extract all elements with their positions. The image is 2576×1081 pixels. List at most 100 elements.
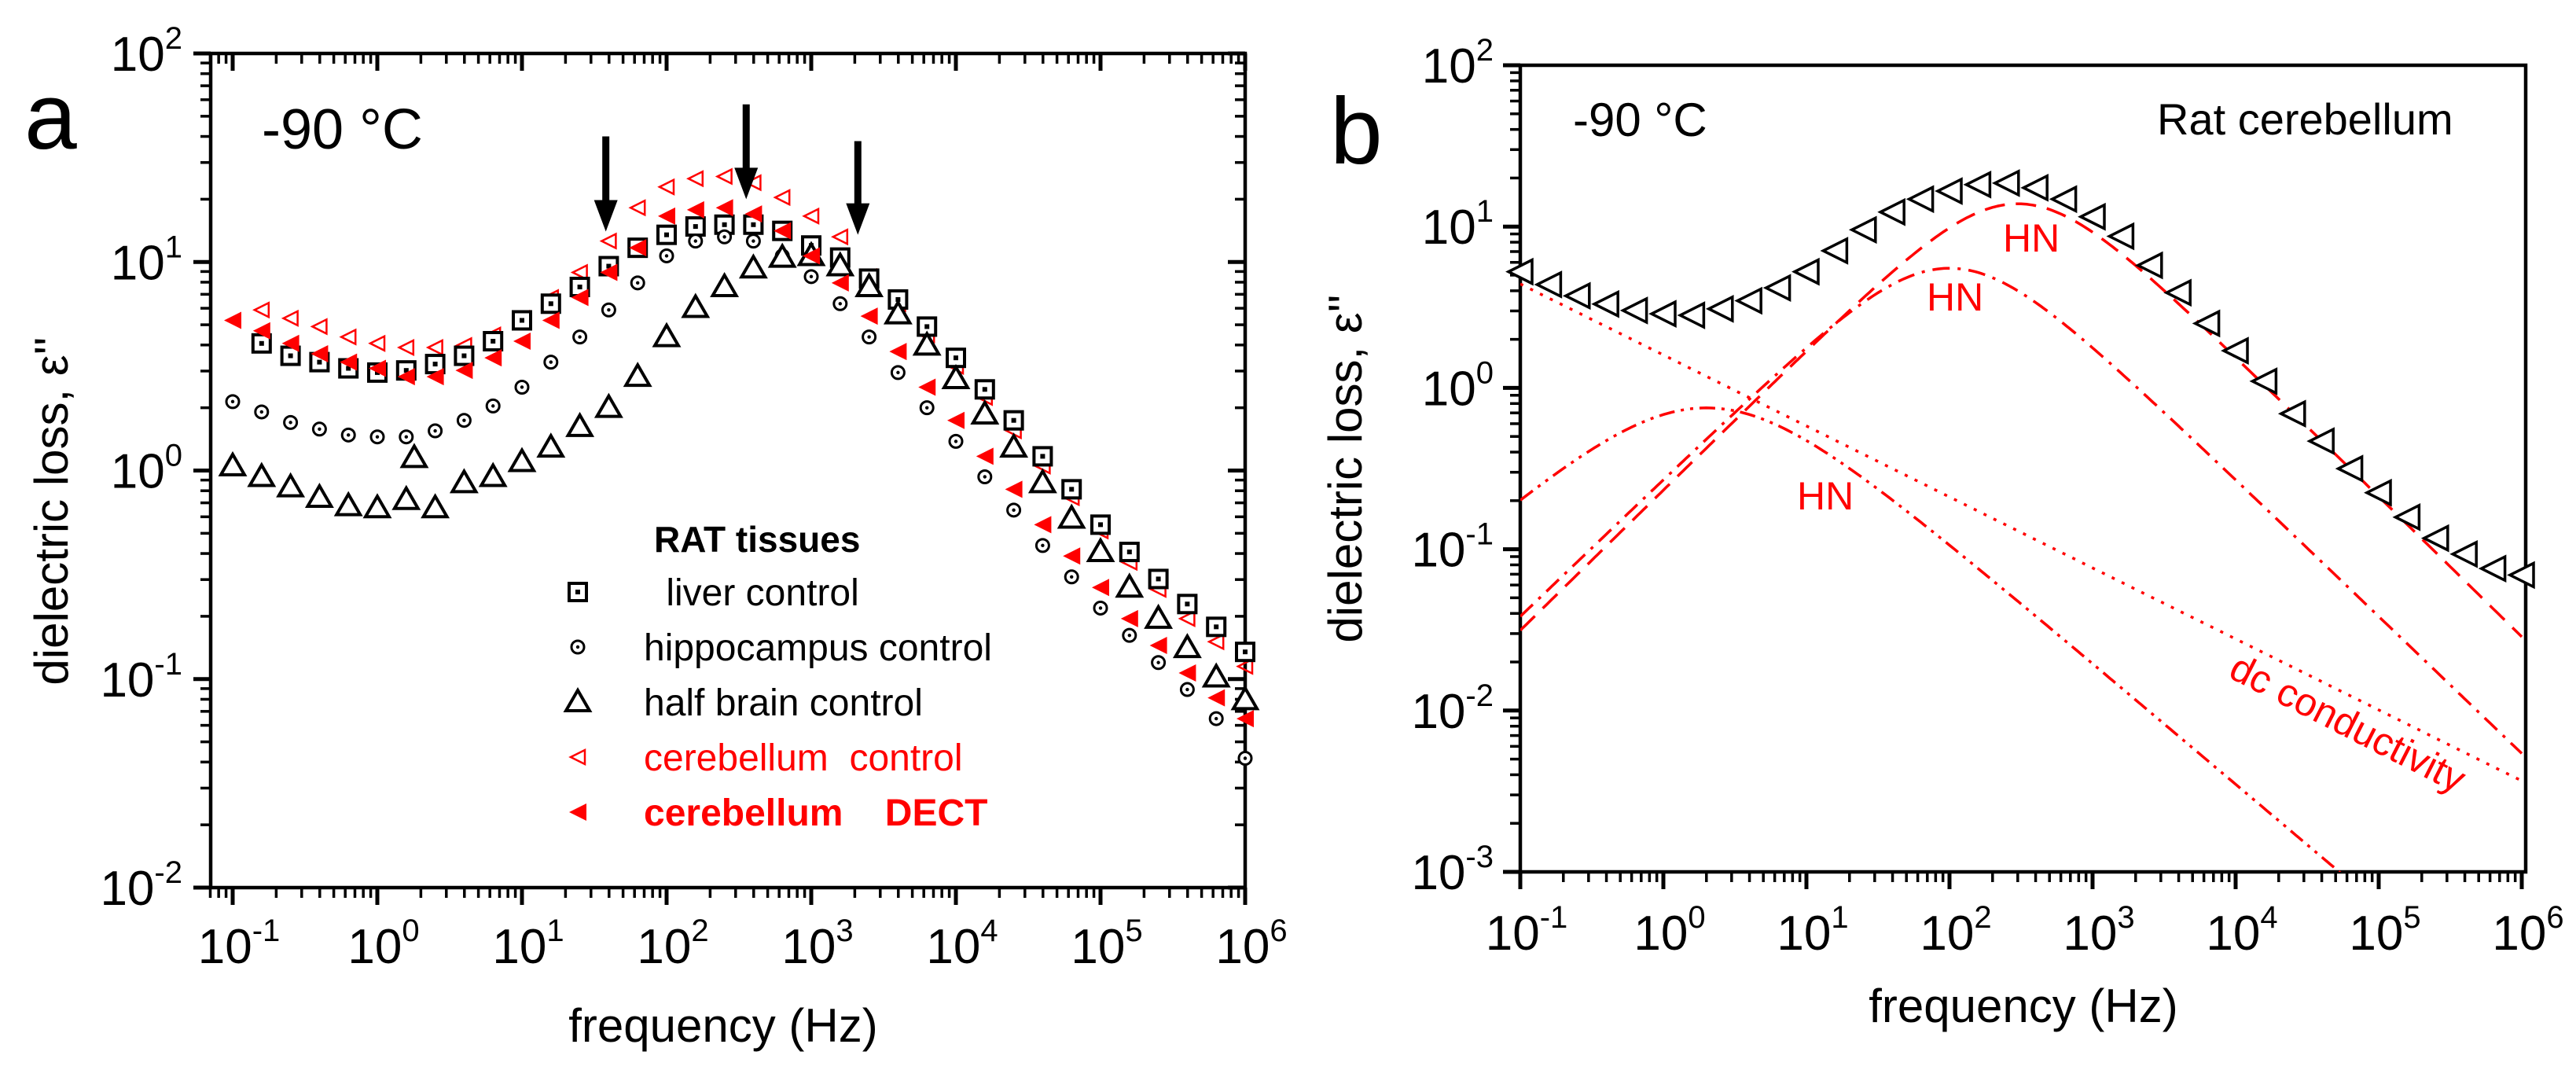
data-point <box>1034 516 1052 534</box>
marker-dot <box>318 427 322 432</box>
data-point <box>717 229 733 245</box>
data-point <box>941 363 971 389</box>
x-tick-label: 100 <box>347 914 419 974</box>
panel-a-x-axis-title: frequency (Hz) <box>568 999 877 1052</box>
data-point <box>247 461 277 487</box>
data-point <box>854 272 884 298</box>
data-point <box>536 432 566 458</box>
data-point <box>1092 579 1109 597</box>
tick-label-exponent: 3 <box>836 914 853 948</box>
y-tick-label: 102 <box>111 21 182 82</box>
y-tick-label: 101 <box>111 230 182 290</box>
data-point <box>218 450 248 476</box>
data-point <box>428 423 443 439</box>
tick-label-exponent: 2 <box>1974 900 1991 935</box>
arrow-head <box>593 200 618 232</box>
tick-label-base: 10 <box>2206 906 2260 961</box>
data-point <box>652 322 682 347</box>
x-tick-label: 100 <box>1633 900 1705 961</box>
data-point <box>1206 616 1227 638</box>
data-point <box>543 355 559 370</box>
data-point <box>1005 480 1023 498</box>
y-tick-label: 100 <box>111 439 182 499</box>
tick-label-base: 10 <box>1486 906 1540 961</box>
tick-label-base: 10 <box>926 920 980 974</box>
marker-dot <box>575 590 580 594</box>
tick-label-exponent: 1 <box>546 914 564 948</box>
tick-label-exponent: 6 <box>1270 914 1287 948</box>
x-tick-label: 102 <box>637 914 708 974</box>
data-point <box>570 263 588 281</box>
x-tick-label: 105 <box>2349 900 2420 961</box>
marker-dot <box>664 254 669 258</box>
legend-entry-label: cerebellum control <box>644 737 963 779</box>
data-point <box>2078 202 2106 231</box>
data-point <box>1149 636 1167 654</box>
data-point <box>970 399 1000 425</box>
data-point <box>572 329 588 345</box>
marker-dot <box>578 335 582 339</box>
tick-label-exponent: -2 <box>154 855 182 890</box>
data-point <box>715 199 733 217</box>
tick-label-exponent: 0 <box>402 914 419 948</box>
panel-a-y-axis-title: dielectric loss, ε'' <box>25 336 78 685</box>
data-point <box>513 333 531 351</box>
tick-label-base: 10 <box>347 920 402 974</box>
marker-dot <box>1127 633 1132 638</box>
panel-b-y-axis-title: dielectric loss, ε'' <box>1319 294 1372 642</box>
y-tick-label: 100 <box>1422 355 1494 416</box>
data-point <box>2364 478 2392 507</box>
data-point <box>1003 410 1024 431</box>
data-point <box>912 330 942 356</box>
data-point <box>1115 572 1145 598</box>
marker-dot <box>982 387 987 392</box>
data-point <box>2106 222 2135 251</box>
panel-a: a -90 °C frequency (Hz) dielectric loss,… <box>24 21 1288 1052</box>
data-point <box>283 414 299 430</box>
marker-dot <box>548 301 553 307</box>
tick-label-exponent: 6 <box>2546 900 2563 935</box>
data-point <box>252 322 270 340</box>
data-point <box>1820 237 1849 265</box>
data-point <box>628 199 646 217</box>
marker-dot <box>1156 576 1161 582</box>
tick-label-base: 10 <box>111 445 165 499</box>
fit-curves <box>1520 202 2523 872</box>
series-cerebellum-DECT <box>224 199 1254 728</box>
marker-dot <box>1126 550 1132 555</box>
data-point <box>369 359 386 377</box>
marker-dot <box>288 421 292 425</box>
data-point <box>311 421 327 437</box>
fit-curve-hn <box>1520 406 2342 872</box>
data-point <box>340 427 356 443</box>
marker-dot <box>1012 508 1016 513</box>
outlier-point <box>399 443 429 469</box>
y-tick-label: 10-2 <box>100 855 182 916</box>
data-point <box>1534 270 1563 299</box>
data-point <box>456 413 472 428</box>
data-point <box>1032 446 1053 467</box>
tick-label-base: 10 <box>1215 920 1270 974</box>
data-point <box>1905 185 1935 214</box>
panel-b-temperature: -90 °C <box>1573 94 1707 146</box>
data-point <box>832 296 848 311</box>
data-point <box>744 205 763 223</box>
tick-label-exponent: -1 <box>1540 900 1568 935</box>
x-tick-label: 102 <box>1920 900 1991 961</box>
tick-label-exponent: -1 <box>252 914 281 948</box>
marker-dot <box>288 353 293 358</box>
marker-dot <box>432 362 438 367</box>
data-point <box>1705 295 1734 323</box>
data-point <box>1061 479 1082 500</box>
marker-dot <box>924 324 930 329</box>
marker-dot <box>1185 687 1189 692</box>
y-tick-label: 101 <box>1422 194 1494 255</box>
data-point <box>862 329 877 345</box>
data-point <box>368 334 386 352</box>
marker-dot <box>1214 624 1219 630</box>
data-point <box>686 170 704 188</box>
data-point <box>1235 642 1255 663</box>
x-tick-label: 10-1 <box>1486 900 1568 961</box>
data-point <box>1963 171 1992 199</box>
marker-dot <box>607 308 611 312</box>
